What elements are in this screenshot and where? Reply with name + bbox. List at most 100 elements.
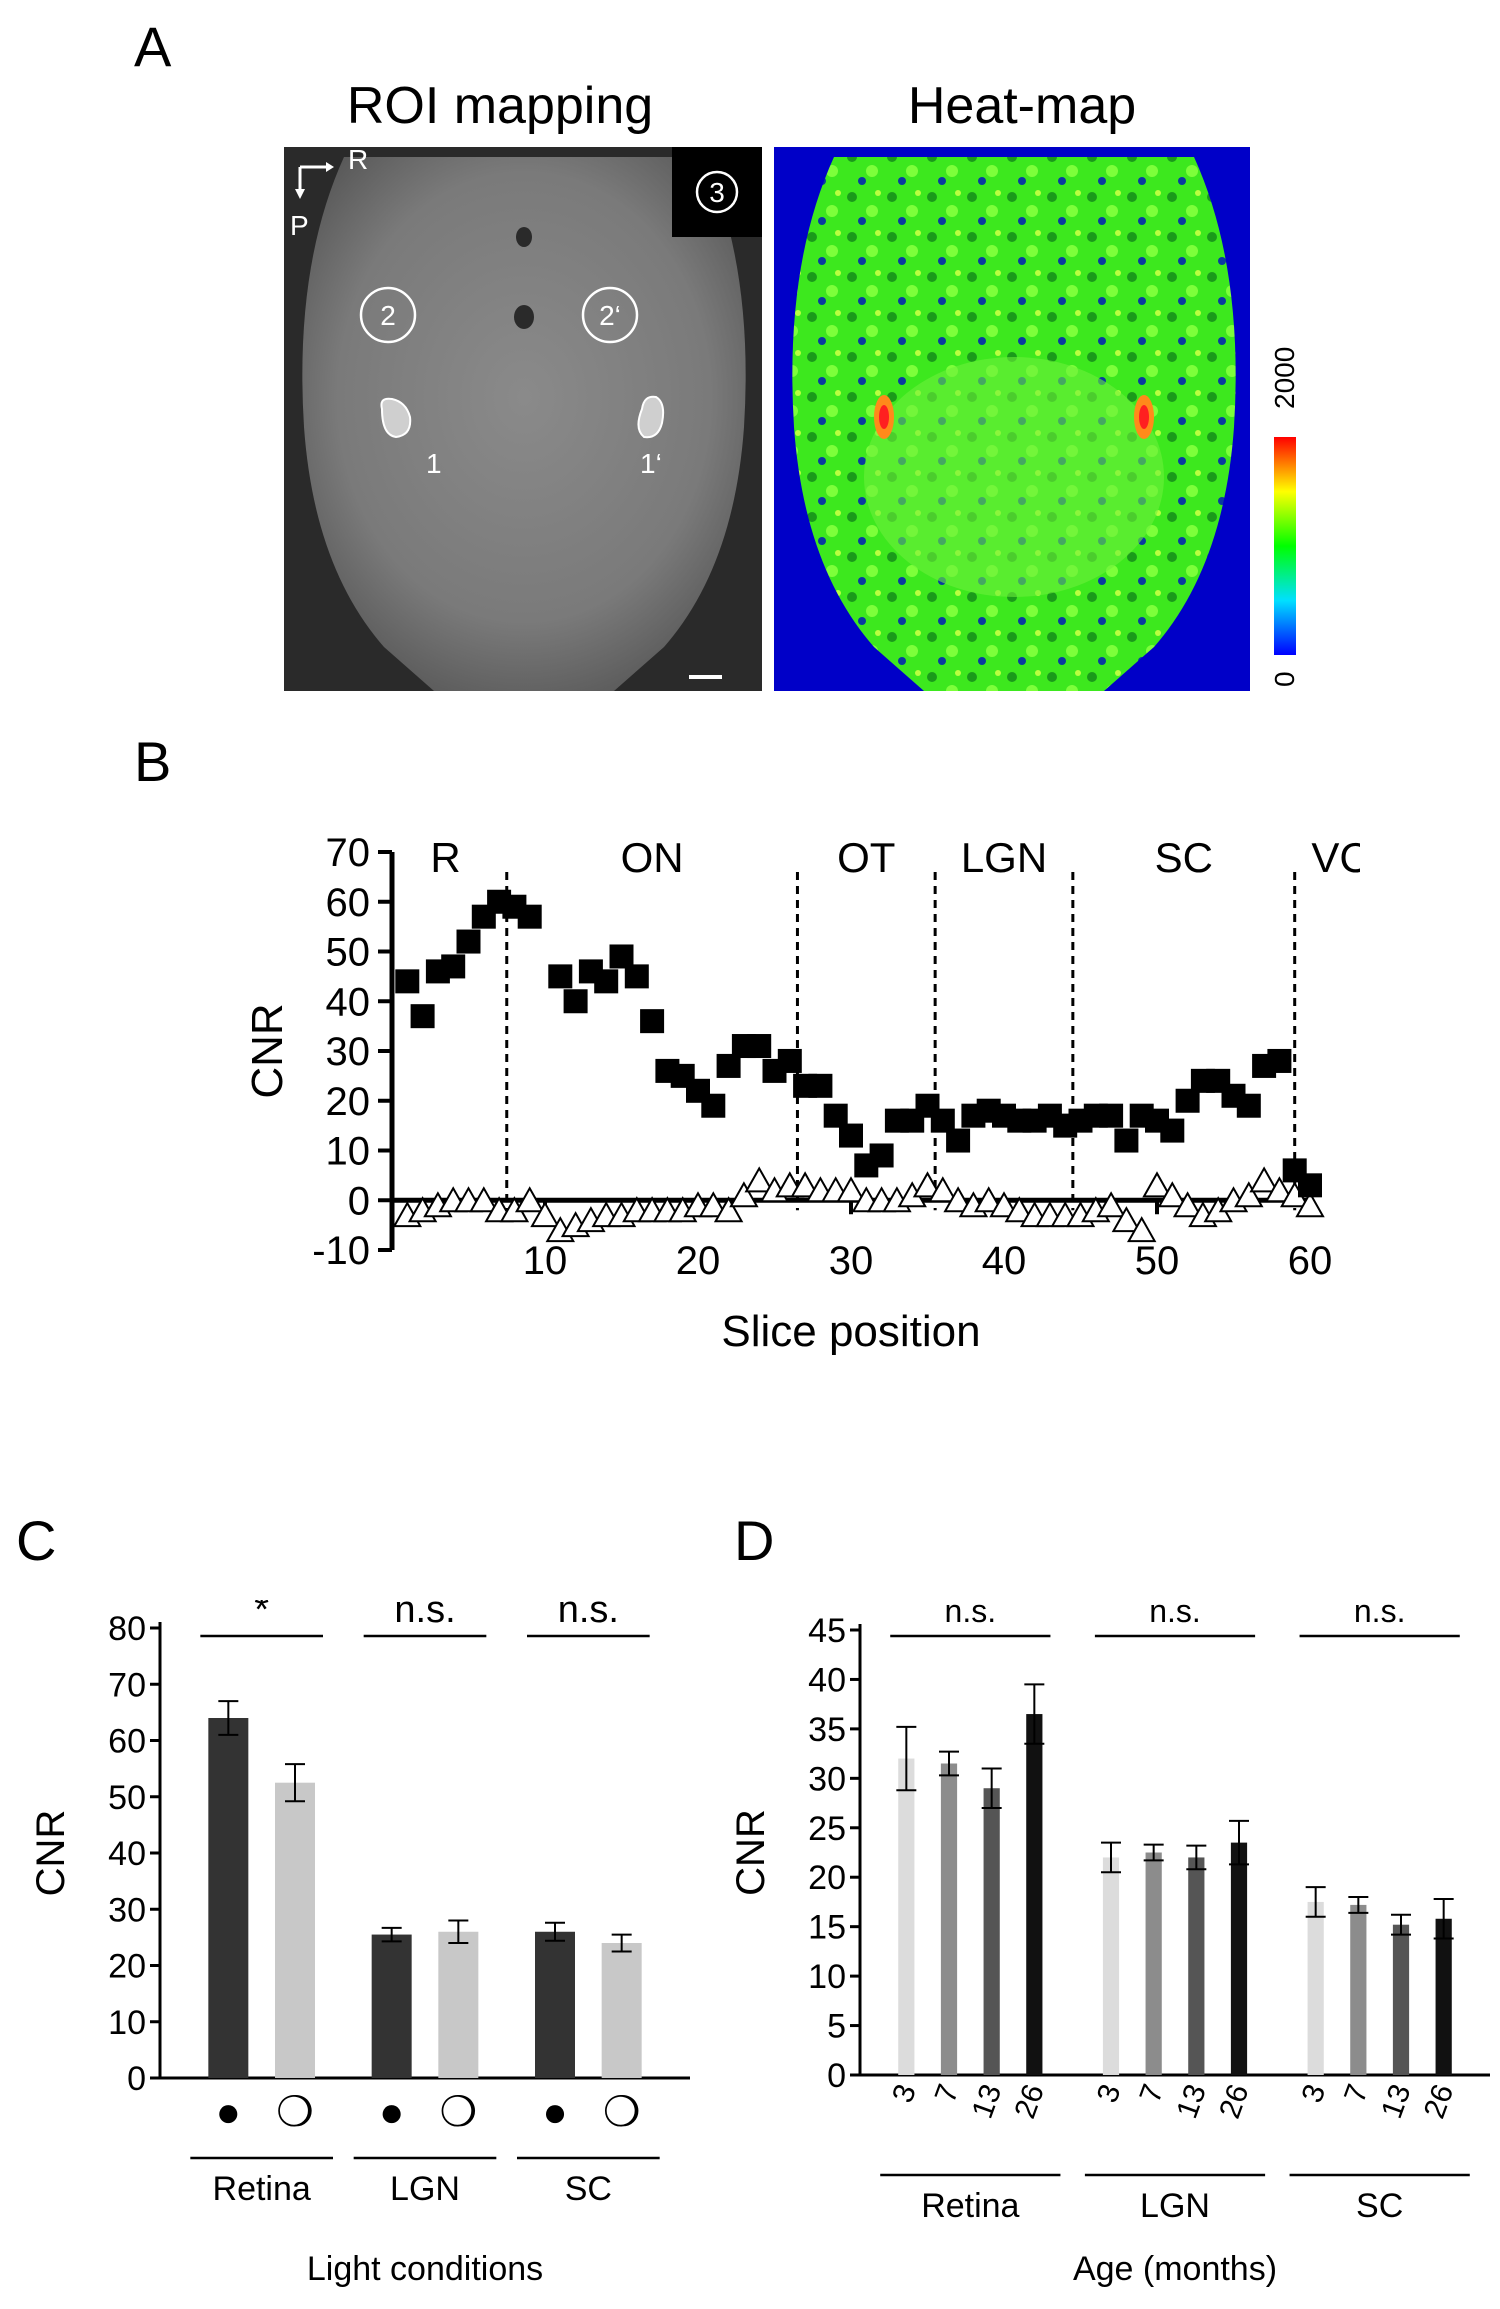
bar	[601, 1943, 642, 2078]
triangle-point	[1295, 1191, 1325, 1218]
square-point	[747, 1034, 772, 1059]
roi-label-3: 3	[709, 177, 725, 208]
bar	[983, 1788, 1000, 2075]
y-tick-label: 40	[326, 980, 371, 1024]
significance-label: n.s.	[394, 1600, 455, 1631]
square-point	[395, 969, 420, 994]
y-tick-label: 30	[326, 1030, 371, 1074]
y-tick-label: -10	[312, 1229, 370, 1273]
x-tick-label: 60	[1288, 1239, 1333, 1283]
condition-symbol: ❍	[603, 2088, 641, 2135]
triangle-point	[713, 1196, 744, 1223]
x-tick-label: 20	[676, 1239, 721, 1283]
group-label: SC	[565, 2170, 612, 2208]
age-tick-label: 13	[1170, 2080, 1212, 2123]
roi-mapping-image	[284, 147, 762, 691]
bar	[535, 1931, 575, 2078]
condition-symbol: ●	[542, 2088, 567, 2135]
y-axis-title: CNR	[729, 1809, 773, 1896]
square-point	[1298, 1173, 1322, 1198]
bar	[1435, 1918, 1452, 2075]
square-point	[410, 1004, 435, 1029]
age-tick-label: 7	[1338, 2080, 1375, 2107]
triangle-point	[912, 1171, 943, 1198]
square-point	[640, 1009, 665, 1034]
triangle-point	[836, 1176, 866, 1203]
square-point	[777, 1048, 802, 1073]
triangle-point	[928, 1176, 958, 1203]
roi-mapping-title: ROI mapping	[346, 77, 654, 135]
y-tick-label: 15	[808, 1909, 846, 1947]
age-tick-label: 7	[1134, 2080, 1171, 2107]
triangle-point	[943, 1186, 973, 1213]
significance-label: *	[254, 1600, 269, 1631]
age-tick-label: 7	[929, 2080, 966, 2107]
bar	[1230, 1842, 1248, 2075]
triangle-point	[973, 1186, 1004, 1213]
y-tick-label: 30	[808, 1760, 846, 1798]
condition-symbol: ●	[379, 2088, 404, 2135]
square-point	[869, 1143, 894, 1168]
square-point	[1114, 1128, 1139, 1153]
significance-label: n.s.	[945, 1600, 997, 1629]
square-point	[701, 1093, 726, 1118]
square-point	[1236, 1093, 1261, 1118]
significance-label: n.s.	[1354, 1600, 1406, 1629]
x-axis-title: Slice position	[721, 1307, 980, 1356]
y-tick-label: 70	[326, 831, 371, 875]
group-label: SC	[1356, 2187, 1403, 2225]
bar	[1307, 1901, 1324, 2075]
x-tick-label: 40	[982, 1239, 1027, 1283]
y-axis-title: CNR	[29, 1810, 73, 1897]
triangle-point	[1249, 1166, 1279, 1193]
bar	[1026, 1714, 1043, 2075]
panel-b-scatter-chart: -10 0 10 20 30 40 50 60 70 10 20 30 40 50 60 Slice posi…	[243, 831, 1360, 1356]
heat-map-title: Heat-map	[907, 77, 1137, 135]
age-tick-label: 26	[1418, 2080, 1460, 2123]
region-label: VC	[1311, 834, 1360, 881]
y-tick-label: 10	[808, 1958, 846, 1996]
y-axis-title: CNR	[243, 1003, 292, 1098]
triangle-point	[989, 1191, 1019, 1218]
group-label: LGN	[1140, 2187, 1210, 2225]
colorbar-max-label: 2000	[1269, 347, 1300, 409]
group-label: Retina	[213, 2170, 311, 2208]
y-tick-label: 0	[827, 2057, 846, 2095]
y-tick-label: 20	[326, 1080, 371, 1124]
triangle-point	[1142, 1171, 1172, 1198]
triangle-point	[744, 1166, 774, 1193]
triangle-point	[530, 1201, 560, 1228]
region-label: LGN	[961, 834, 1047, 881]
square-point	[456, 929, 481, 954]
x-tick-label: 30	[829, 1239, 874, 1283]
y-tick-label: 30	[108, 1891, 146, 1929]
y-tick-label: 0	[127, 2060, 146, 2098]
y-tick-label: 40	[108, 1835, 146, 1873]
bar	[371, 1934, 412, 2078]
square-point	[946, 1128, 971, 1153]
y-tick-label: 10	[326, 1130, 371, 1174]
age-tick-label: 3	[1091, 2080, 1128, 2107]
bar	[1188, 1857, 1205, 2075]
triangle-point	[1157, 1181, 1188, 1208]
bar	[940, 1763, 958, 2075]
panel-a-images: R P 2 2‘ 1 1‘ 3 2000 0	[284, 147, 1300, 691]
triangle-point	[790, 1171, 820, 1198]
triangle-point	[514, 1186, 545, 1213]
region-label: R	[430, 834, 460, 881]
bar	[1350, 1904, 1367, 2075]
roi-label-2: 2	[380, 300, 396, 331]
y-tick-label: 60	[326, 881, 371, 925]
colorbar-min-label: 0	[1269, 671, 1300, 687]
square-point	[1267, 1048, 1292, 1073]
triangle-point	[1172, 1191, 1203, 1218]
bar	[208, 1718, 249, 2078]
x-axis-title: Age (months)	[1073, 2250, 1277, 2288]
group-label: LGN	[390, 2170, 460, 2208]
region-label: SC	[1155, 834, 1213, 881]
condition-symbol: ❍	[276, 2088, 314, 2135]
y-tick-label: 10	[108, 2004, 146, 2042]
bar	[1392, 1924, 1410, 2075]
square-point	[808, 1073, 833, 1098]
